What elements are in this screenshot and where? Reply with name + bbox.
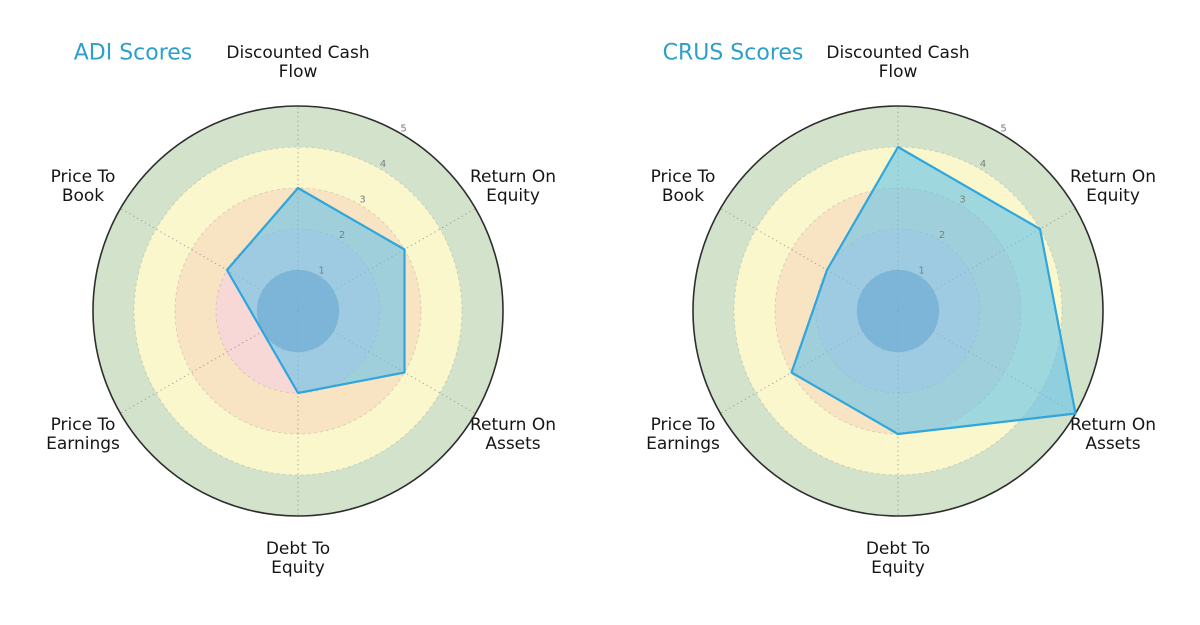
radial-tick-label: 1 <box>918 265 924 276</box>
radar-chart-crus: CRUS Scores 1 2 3 4 5 Discounted Cash Flow Ret… <box>600 0 1200 625</box>
axis-label-return-on-equity: Return On Equity <box>1070 167 1156 206</box>
axis-label-price-to-earnings: Price To Earnings <box>46 415 120 454</box>
score-polygon <box>790 145 1077 436</box>
radar-plot-svg: 1 2 3 4 5 <box>92 105 504 517</box>
axis-label-discounted-cash-flow: Discounted Cash Flow <box>226 43 370 82</box>
axis-label-return-on-assets: Return On Assets <box>1070 415 1156 454</box>
ring-gridline <box>133 146 463 476</box>
radial-tick-label: 5 <box>1000 123 1006 134</box>
radar-chart-adi: ADI Scores 1 2 3 4 5 Discounted Cash Flow Retu… <box>46 40 556 578</box>
radial-tick-label: 1 <box>318 265 324 276</box>
axis-label-debt-to-equity: Debt To Equity <box>865 539 931 578</box>
radial-tick-label: 2 <box>339 230 345 241</box>
chart-title-crus: CRUS Scores <box>662 40 804 66</box>
ring-gridline <box>174 187 422 435</box>
radial-tick-label: 5 <box>400 123 406 134</box>
axis-label-discounted-cash-flow: Discounted Cash Flow <box>826 43 970 82</box>
axis-label-price-to-book: Price To Book <box>50 167 116 206</box>
axis-label-return-on-equity: Return On Equity <box>470 167 556 206</box>
radial-tick-label: 3 <box>359 194 365 205</box>
ring-gridline <box>733 146 1063 476</box>
outer-circle <box>692 105 1104 517</box>
outer-circle <box>92 105 504 517</box>
score-polygon <box>225 186 406 395</box>
chart-title-adi: ADI Scores <box>73 40 193 66</box>
axis-label-price-to-book: Price To Book <box>650 167 716 206</box>
radial-tick-label: 4 <box>380 159 386 170</box>
radial-tick-label: 2 <box>939 230 945 241</box>
axis-label-return-on-assets: Return On Assets <box>470 415 556 454</box>
radial-tick-label: 4 <box>980 159 986 170</box>
axis-label-debt-to-equity: Debt To Equity <box>265 539 331 578</box>
axis-label-price-to-earnings: Price To Earnings <box>646 415 720 454</box>
radial-tick-label: 3 <box>959 194 965 205</box>
radar-plot-svg: 1 2 3 4 5 <box>692 105 1104 517</box>
